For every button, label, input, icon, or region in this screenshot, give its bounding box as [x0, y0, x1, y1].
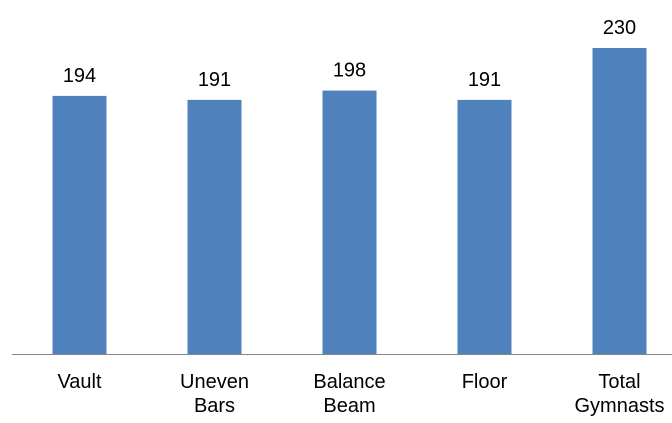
category-label-2: Balance Beam	[313, 371, 385, 417]
category-label-3-line-0: Floor	[462, 371, 508, 393]
bar-4	[592, 48, 647, 354]
category-labels-group: Vault Uneven Bars Balance Beam Floor Total Gymn…	[57, 371, 664, 417]
data-label-4: 230	[603, 17, 636, 39]
category-label-3: Floor	[462, 371, 508, 393]
category-label-0-line-0: Vault	[57, 371, 102, 393]
category-label-2-line-0: Balance	[313, 371, 385, 393]
category-label-0: Vault	[57, 371, 102, 393]
bar-1	[187, 99, 242, 354]
data-label-1: 191	[198, 69, 231, 91]
bar-2	[322, 90, 377, 354]
category-label-2-line-1: Beam	[323, 395, 375, 417]
bar-0	[52, 95, 107, 354]
data-labels-group: 194 191 198 191 230	[63, 17, 636, 91]
bar-3	[457, 99, 512, 354]
category-label-1: Uneven Bars	[180, 371, 249, 417]
data-label-2: 198	[333, 60, 366, 82]
data-label-3: 191	[468, 69, 501, 91]
data-label-0: 194	[63, 65, 96, 87]
category-label-1-line-1: Bars	[194, 395, 235, 417]
category-label-4-line-1: Gymnasts	[574, 395, 664, 417]
category-label-1-line-0: Uneven	[180, 371, 249, 393]
category-label-4-line-0: Total	[598, 371, 640, 393]
category-label-4: Total Gymnasts	[574, 371, 664, 417]
bars-group	[52, 48, 647, 354]
